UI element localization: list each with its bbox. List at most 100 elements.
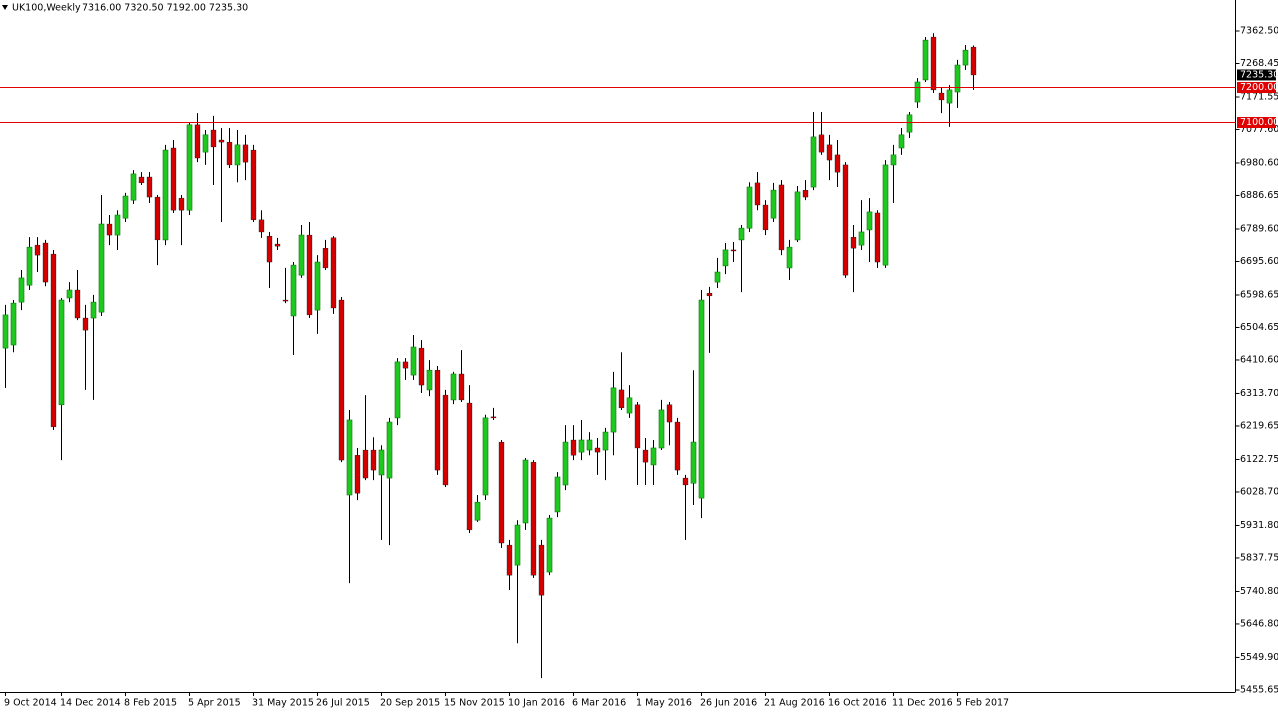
price-tag (1237, 82, 1276, 93)
candle-body (554, 476, 561, 513)
candle-body (578, 439, 585, 453)
candle-body (946, 89, 953, 104)
candle-body (610, 387, 617, 433)
y-tick-label: 5549.90 (1240, 652, 1278, 663)
candle-body (106, 223, 113, 236)
y-tick-label: 5740.80 (1240, 586, 1278, 597)
y-tick-label: 7362.50 (1240, 26, 1278, 37)
candle-body (682, 477, 689, 486)
candle-body (706, 292, 713, 297)
candle-body (274, 243, 281, 247)
x-tick-label: 10 Jan 2016 (508, 698, 565, 709)
candle-body (730, 249, 737, 252)
candle-body (722, 249, 729, 267)
x-tick-label: 15 Nov 2015 (444, 698, 505, 709)
candle-body (18, 277, 25, 303)
candle-body (138, 176, 145, 184)
candle-body (90, 301, 97, 319)
candle-body (298, 234, 305, 276)
candle-body (154, 196, 161, 241)
candle-body (954, 64, 961, 93)
candle-body (626, 397, 633, 414)
candle-body (250, 149, 257, 221)
x-tick-label: 8 Feb 2015 (124, 698, 177, 709)
candle-body (202, 134, 209, 153)
candle-body (890, 154, 897, 166)
last-price-label: 7235.30 (1240, 69, 1278, 80)
candle-body (866, 211, 873, 231)
candle-body (882, 164, 889, 266)
candle-body (906, 114, 913, 133)
candle-body (474, 501, 481, 521)
candle-body (642, 449, 649, 463)
y-tick-label: 6219.65 (1240, 420, 1278, 431)
candle-body (562, 441, 569, 486)
candle-body (914, 81, 921, 103)
candle-body (426, 369, 433, 391)
x-tick-label: 20 Sep 2015 (380, 698, 440, 709)
candle-body (98, 223, 105, 313)
y-tick-label: 5455.65 (1240, 685, 1278, 696)
candle-body (874, 212, 881, 263)
candle-body (538, 544, 545, 596)
candle-body (306, 234, 313, 316)
candle-body (746, 186, 753, 229)
candle-body (970, 46, 977, 76)
candle-body (458, 373, 465, 401)
candle-body (450, 373, 457, 401)
candle-body (586, 439, 593, 451)
candle-body (34, 244, 41, 256)
price-tag-label: 7200.00 (1240, 82, 1278, 93)
candle-body (122, 195, 129, 219)
menu-arrow[interactable] (2, 5, 8, 10)
candle-body (74, 289, 81, 319)
price-tag (1237, 117, 1276, 128)
candle-body (26, 246, 33, 286)
candle-body (338, 299, 345, 461)
y-tick-label: 7268.45 (1240, 58, 1278, 69)
candle-body (898, 134, 905, 149)
candle-body (714, 271, 721, 283)
candle-body (466, 402, 473, 531)
candle-body (322, 248, 329, 269)
candle-body (754, 182, 761, 206)
last-price-tag (1237, 69, 1276, 81)
candle-body (794, 191, 801, 241)
candle-body (82, 317, 89, 331)
candle-body (698, 299, 705, 499)
candle-body (234, 144, 241, 166)
candle-body (930, 36, 937, 91)
candle-body (178, 197, 185, 211)
candle-body (530, 461, 537, 576)
candle-body (66, 289, 73, 299)
candle-body (162, 149, 169, 241)
x-tick-label: 5 Feb 2017 (956, 698, 1009, 709)
candle-body (386, 421, 393, 479)
candle-body (634, 404, 641, 449)
candle-body (170, 147, 177, 211)
candle-body (818, 134, 825, 153)
candle-body (666, 404, 673, 423)
candle-body (434, 370, 441, 471)
candle-body (602, 431, 609, 451)
candle-body (370, 449, 377, 471)
candle-body (850, 237, 857, 249)
candle-body (922, 39, 929, 81)
candle-body (650, 447, 657, 466)
candle-body (282, 299, 289, 302)
y-tick-label: 5931.80 (1240, 520, 1278, 531)
candle-body (2, 314, 9, 349)
x-tick-label: 26 Jul 2015 (316, 698, 370, 709)
y-tick-label: 5837.75 (1240, 552, 1278, 563)
candle-body (130, 173, 137, 201)
candle-body (778, 184, 785, 251)
y-tick-label: 6313.70 (1240, 388, 1278, 399)
candle-body (762, 204, 769, 231)
x-tick-label: 16 Oct 2016 (828, 698, 887, 709)
candle-body (346, 419, 353, 496)
price-tag-label: 7100.00 (1240, 117, 1278, 128)
x-tick-label: 6 Mar 2016 (572, 698, 626, 709)
y-tick-label: 7171.55 (1240, 91, 1278, 102)
x-tick-label: 11 Dec 2016 (892, 698, 953, 709)
